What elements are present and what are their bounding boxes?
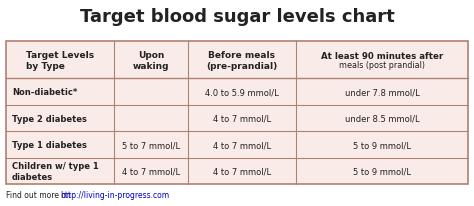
Bar xyxy=(6,42,468,184)
Text: 4 to 7 mmol/L: 4 to 7 mmol/L xyxy=(213,114,271,123)
Text: 5 to 9 mmol/L: 5 to 9 mmol/L xyxy=(353,140,411,149)
Text: Target Levels
by Type: Target Levels by Type xyxy=(26,50,94,70)
Text: 4 to 7 mmol/L: 4 to 7 mmol/L xyxy=(213,140,271,149)
Text: At least 90 minutes after: At least 90 minutes after xyxy=(321,52,443,61)
Text: http://living-in-progress.com: http://living-in-progress.com xyxy=(60,190,169,199)
Text: Before meals
(pre-prandial): Before meals (pre-prandial) xyxy=(206,50,278,70)
Text: 4 to 7 mmol/L: 4 to 7 mmol/L xyxy=(122,167,180,176)
Text: Find out more on: Find out more on xyxy=(6,190,73,199)
Text: meals (post prandial): meals (post prandial) xyxy=(339,61,425,69)
Text: Type 1 diabetes: Type 1 diabetes xyxy=(12,140,87,149)
Text: 5 to 7 mmol/L: 5 to 7 mmol/L xyxy=(122,140,180,149)
Text: under 7.8 mmol/L: under 7.8 mmol/L xyxy=(345,88,419,97)
Text: under 8.5 mmol/L: under 8.5 mmol/L xyxy=(345,114,419,123)
Text: Target blood sugar levels chart: Target blood sugar levels chart xyxy=(80,7,394,25)
Text: Type 2 diabetes: Type 2 diabetes xyxy=(12,114,87,123)
Text: Children w/ type 1
diabetes: Children w/ type 1 diabetes xyxy=(12,162,99,181)
Text: Upon
waking: Upon waking xyxy=(133,50,169,70)
Text: 4.0 to 5.9 mmol/L: 4.0 to 5.9 mmol/L xyxy=(205,88,279,97)
Text: 5 to 9 mmol/L: 5 to 9 mmol/L xyxy=(353,167,411,176)
Text: Non-diabetic*: Non-diabetic* xyxy=(12,88,77,97)
Text: 4 to 7 mmol/L: 4 to 7 mmol/L xyxy=(213,167,271,176)
